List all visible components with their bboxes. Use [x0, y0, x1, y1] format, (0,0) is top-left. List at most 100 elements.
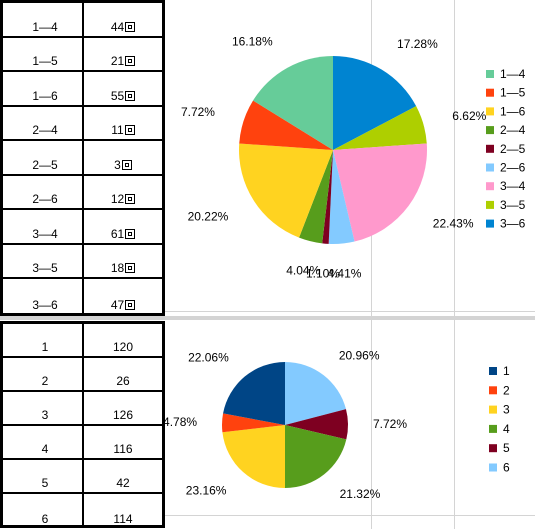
row-value-text: 44 — [110, 19, 125, 34]
row-label-cell[interactable]: 3—6 — [32, 297, 58, 312]
row-value-text: 11 — [111, 123, 124, 137]
slice-percent-label: 17.28% — [397, 37, 438, 51]
missing-glyph-icon — [124, 125, 135, 135]
legend-item: 1 — [489, 364, 510, 378]
row-value-cell[interactable]: 55 — [85, 89, 161, 103]
row-value-text: 55 — [110, 88, 125, 103]
missing-glyph-icon — [125, 90, 136, 101]
row-label-cell[interactable]: 1—5 — [32, 54, 58, 68]
row-value-cell[interactable]: 18 — [85, 261, 161, 275]
row-value-text: 26 — [116, 374, 130, 388]
pie-slice-1—5 — [239, 100, 333, 150]
row-label-cell[interactable]: 5 — [41, 476, 49, 490]
slice-percent-label: 1.10% — [306, 267, 340, 281]
legend-label: 1—5 — [500, 86, 526, 100]
row-value-cell[interactable]: 114 — [85, 512, 161, 526]
row-value-cell[interactable]: 3 — [85, 158, 161, 172]
table-row[interactable]: 1—4 44 — [3, 3, 162, 38]
bottom-data-table: 1 120 2 26 3 126 4 116 5 42 6 114 — [0, 321, 165, 528]
grid-row-line — [0, 515, 535, 516]
pie-slice-2 — [222, 413, 285, 433]
legend-label: 2 — [503, 383, 510, 397]
table-row[interactable]: 6 114 — [3, 494, 162, 528]
legend-swatch — [489, 444, 497, 453]
row-value-cell[interactable]: 47 — [85, 298, 161, 312]
row-value-text: 47 — [110, 297, 125, 312]
table-row[interactable]: 2—6 12 — [3, 176, 162, 210]
row-label-cell[interactable]: 1—4 — [32, 19, 58, 34]
slice-percent-label: 6.62% — [452, 109, 486, 123]
legend-item: 3 — [489, 403, 510, 417]
legend-item: 5 — [489, 441, 510, 455]
legend-swatch — [489, 405, 497, 414]
row-value-cell[interactable]: 12 — [85, 192, 161, 206]
table-row[interactable]: 1—5 21 — [3, 38, 162, 72]
table-row[interactable]: 3 126 — [3, 392, 162, 426]
legend-label: 3—6 — [500, 217, 526, 231]
row-value-cell[interactable]: 126 — [85, 408, 161, 422]
missing-glyph-icon — [125, 263, 136, 273]
legend-item: 3—4 — [486, 179, 526, 193]
row-label-cell[interactable]: 3 — [41, 408, 49, 422]
missing-glyph-icon — [125, 194, 136, 204]
row-value-text: 120 — [112, 340, 134, 354]
table-row[interactable]: 2—5 3 — [3, 141, 162, 176]
row-value-cell[interactable]: 21 — [85, 54, 161, 68]
slice-percent-label: 21.32% — [340, 487, 381, 501]
grid-row-line — [0, 311, 535, 312]
legend-label: 3—5 — [500, 198, 526, 212]
row-value-cell[interactable]: 44 — [85, 20, 161, 34]
slice-percent-label: 22.06% — [188, 350, 229, 364]
row-value-cell[interactable]: 42 — [85, 476, 161, 490]
table-row[interactable]: 3—6 47 — [3, 279, 162, 314]
table-row[interactable]: 4 116 — [3, 426, 162, 460]
row-value-cell[interactable]: 120 — [85, 340, 161, 354]
row-label-cell[interactable]: 6 — [41, 512, 49, 526]
legend-item: 4 — [489, 422, 510, 436]
row-label-cell[interactable]: 2—4 — [32, 123, 58, 137]
legend-swatch — [489, 386, 497, 395]
row-label-cell[interactable]: 2—5 — [32, 157, 58, 172]
legend-item: 2—4 — [486, 123, 526, 137]
grid-col-line — [454, 0, 455, 529]
legend-swatch — [489, 463, 497, 472]
legend-swatch — [486, 126, 494, 135]
row-value-text: 114 — [113, 512, 133, 526]
row-label-cell[interactable]: 1—6 — [32, 88, 58, 103]
table-row[interactable]: 3—5 18 — [3, 245, 162, 279]
row-label-cell[interactable]: 3—5 — [32, 261, 58, 275]
legend-item: 2 — [489, 383, 510, 397]
row-label-cell[interactable]: 2—6 — [32, 192, 58, 206]
row-value-text: 126 — [112, 408, 134, 422]
table-row[interactable]: 1 120 — [3, 324, 162, 358]
legend-swatch — [486, 144, 494, 153]
grid-col-line — [371, 0, 372, 529]
row-value-cell[interactable]: 26 — [85, 374, 161, 388]
table-row[interactable]: 1—6 55 — [3, 72, 162, 107]
legend-swatch — [486, 182, 494, 191]
row-value-cell[interactable]: 11 — [85, 123, 161, 137]
pie-slice-1 — [223, 362, 285, 425]
legend-label: 1 — [503, 364, 510, 378]
legend-item: 3—6 — [486, 217, 526, 231]
row-value-text: 116 — [113, 442, 133, 456]
table-row[interactable]: 3—4 61 — [3, 210, 162, 245]
table-row[interactable]: 2—4 11 — [3, 107, 162, 141]
row-label-cell[interactable]: 2 — [41, 374, 49, 388]
row-label-cell[interactable]: 3—4 — [32, 226, 58, 241]
pie-slice-3 — [222, 425, 285, 488]
missing-glyph-icon — [125, 21, 136, 32]
row-label-cell[interactable]: 4 — [41, 442, 49, 456]
legend-label: 1—6 — [500, 104, 526, 118]
legend-item: 1—4 — [486, 67, 526, 81]
table-row[interactable]: 2 26 — [3, 358, 162, 392]
pie-slice-3—4 — [333, 143, 427, 242]
pie-slice-2—4 — [299, 150, 333, 244]
row-value-cell[interactable]: 61 — [85, 227, 161, 241]
legend-item: 6 — [489, 461, 510, 475]
legend-label: 2—6 — [500, 161, 526, 175]
row-label-cell[interactable]: 1 — [41, 340, 49, 354]
row-value-cell[interactable]: 116 — [85, 442, 161, 456]
slice-percent-label: 22.43% — [433, 217, 474, 231]
table-row[interactable]: 5 42 — [3, 460, 162, 494]
